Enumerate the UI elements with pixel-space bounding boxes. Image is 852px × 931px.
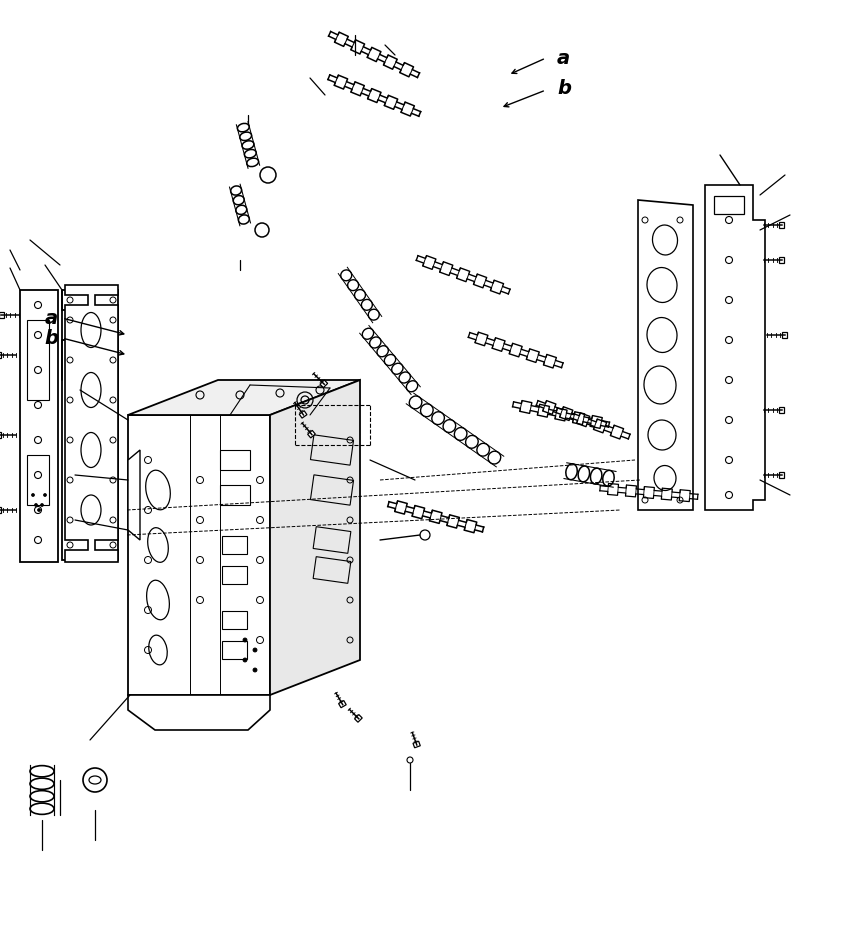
Polygon shape (308, 430, 315, 438)
Circle shape (243, 638, 247, 642)
Polygon shape (128, 380, 360, 415)
Polygon shape (270, 380, 360, 695)
Polygon shape (62, 290, 118, 560)
Polygon shape (65, 285, 118, 562)
Circle shape (34, 504, 37, 506)
Text: a: a (45, 308, 58, 328)
Polygon shape (704, 185, 764, 510)
Polygon shape (0, 312, 3, 318)
Polygon shape (128, 450, 140, 540)
Circle shape (40, 504, 43, 506)
Polygon shape (778, 472, 783, 478)
Text: b: b (556, 78, 570, 98)
Polygon shape (778, 257, 783, 263)
Polygon shape (128, 415, 270, 695)
Polygon shape (320, 380, 327, 387)
Polygon shape (20, 290, 58, 562)
Circle shape (32, 493, 34, 496)
Polygon shape (338, 701, 346, 708)
Polygon shape (778, 222, 783, 228)
Polygon shape (299, 411, 307, 418)
Text: b: b (44, 329, 58, 347)
Polygon shape (781, 332, 786, 338)
Circle shape (43, 493, 47, 496)
Text: a: a (556, 48, 569, 68)
Circle shape (253, 648, 256, 652)
Circle shape (253, 668, 256, 672)
Polygon shape (128, 695, 270, 730)
Polygon shape (354, 715, 362, 722)
Polygon shape (637, 200, 692, 510)
Polygon shape (412, 741, 420, 748)
Circle shape (37, 508, 40, 511)
Polygon shape (778, 407, 783, 413)
Circle shape (243, 658, 247, 662)
